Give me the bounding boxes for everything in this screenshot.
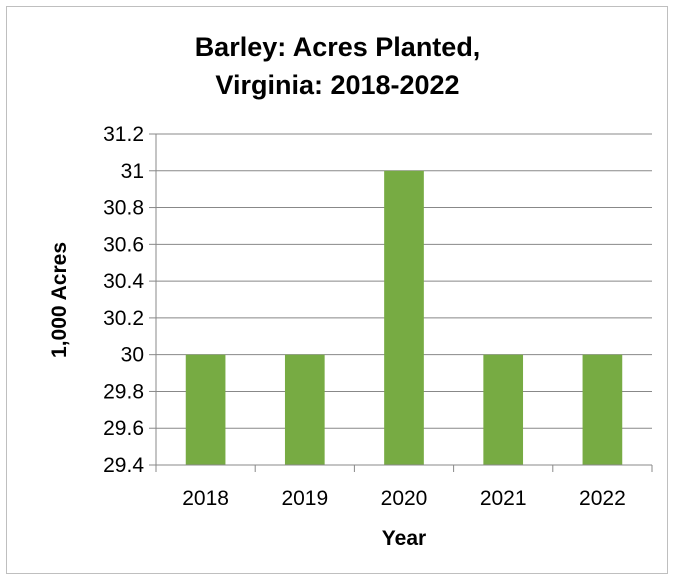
y-tick-label: 31.2	[103, 123, 144, 146]
y-tick-label: 30.6	[103, 233, 144, 256]
chart-title: Barley: Acres Planted, Virginia: 2018-20…	[0, 28, 675, 104]
bar-2020	[384, 170, 424, 465]
y-tick-label: 30.8	[103, 197, 144, 220]
bars	[185, 170, 623, 465]
x-tick-label: 2022	[579, 487, 626, 510]
y-axis-title: 1,000 Acres	[48, 242, 71, 358]
y-tick-label: 31	[121, 160, 144, 183]
y-tick-label: 30	[121, 344, 144, 367]
x-tick-labels: 2018 2019 2020 2021 2022	[182, 487, 626, 510]
chart-title-line-1: Barley: Acres Planted,	[194, 32, 481, 62]
x-tick-label: 2019	[281, 487, 328, 510]
x-tick-label: 2021	[480, 487, 527, 510]
y-tick-label: 30.2	[103, 307, 144, 330]
x-tick-label: 2018	[182, 487, 229, 510]
x-tick-label: 2020	[381, 487, 428, 510]
y-tick-label: 29.8	[103, 380, 144, 403]
y-tick-label: 29.4	[103, 454, 144, 477]
y-tick-labels: 29.4 29.6 29.8 30 30.2 30.4 30.6 30.8 31 31.2	[103, 123, 144, 477]
bar-2019	[284, 354, 325, 465]
axes	[149, 133, 653, 472]
y-tick-label: 30.4	[103, 270, 144, 293]
chart-frame	[6, 6, 668, 574]
x-axis-title: Year	[382, 527, 426, 550]
bar-2022	[582, 354, 623, 465]
bar-2018	[185, 354, 226, 465]
chart-title-line-2: Virginia: 2018-2022	[215, 70, 460, 100]
bar-2021	[483, 354, 524, 465]
y-tick-label: 29.6	[103, 417, 144, 440]
